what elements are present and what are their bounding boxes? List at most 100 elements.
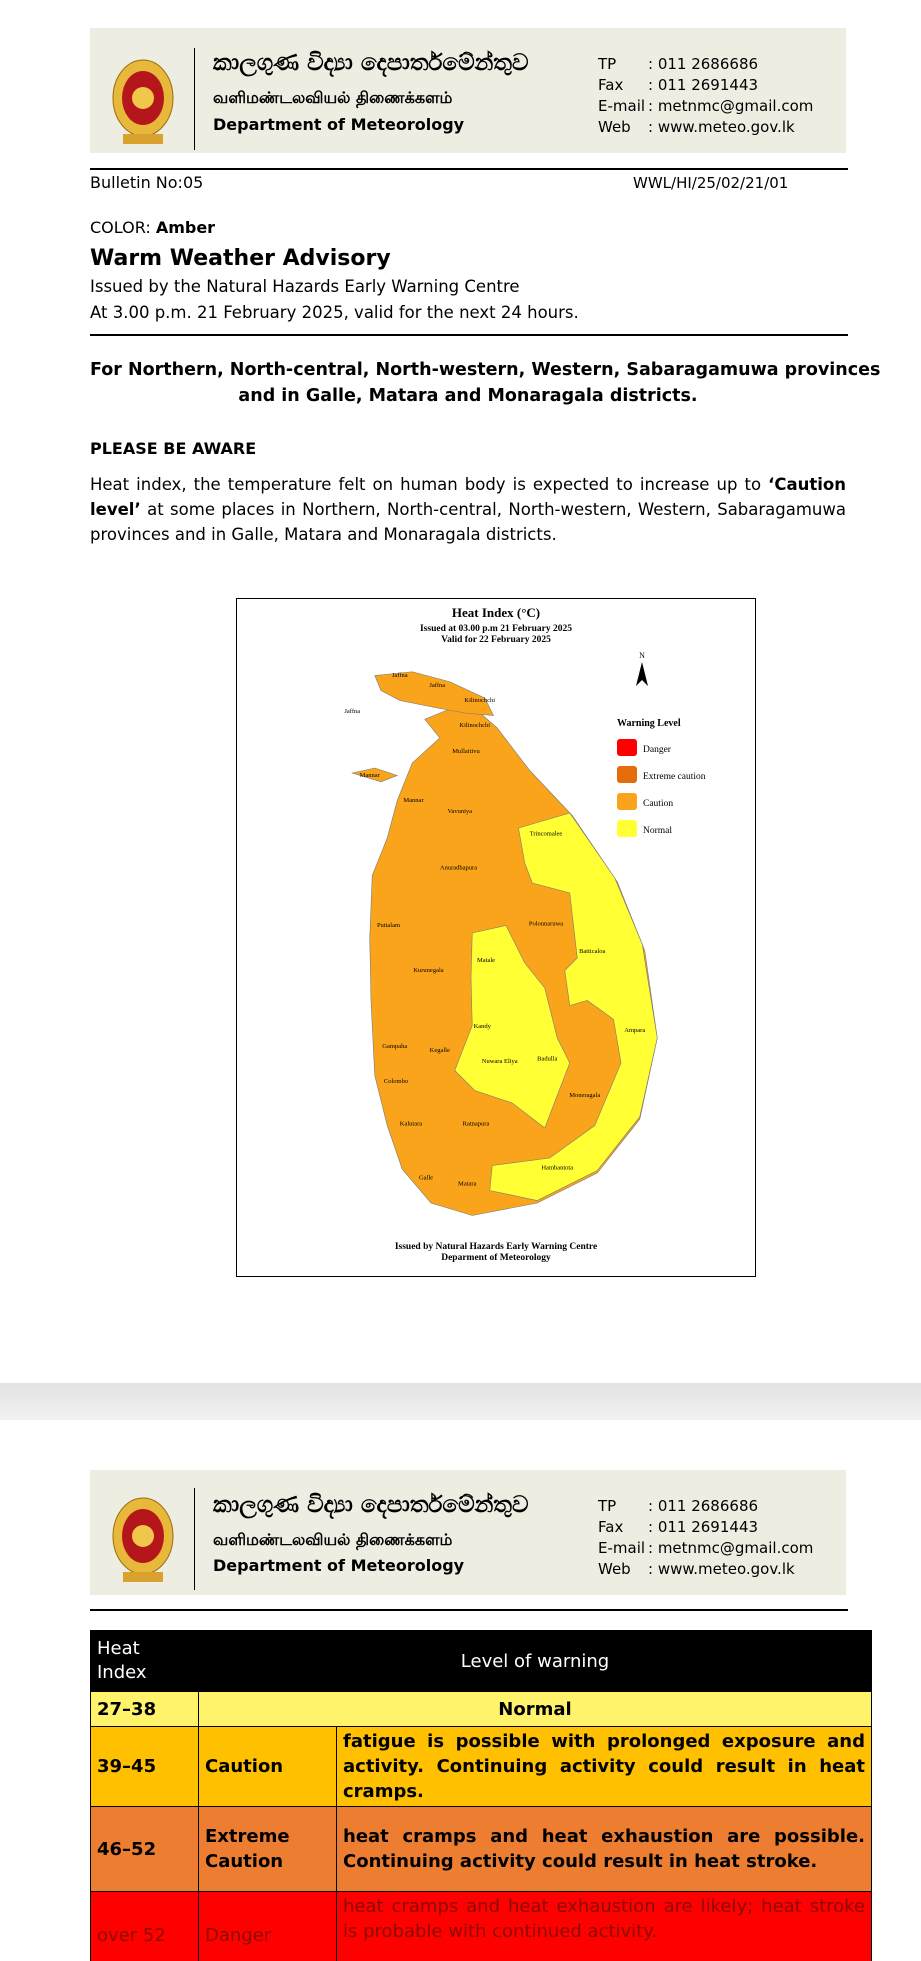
contact-value: : 011 2686686 xyxy=(648,55,759,73)
regions-line: and in Galle, Matara and Monaragala dist… xyxy=(238,386,698,406)
district-label: Vavuniya xyxy=(447,808,472,815)
contact-value: : www.meteo.gov.lk xyxy=(648,118,795,136)
color-line: COLOR: Amber xyxy=(90,218,215,237)
district-label: Jaffna xyxy=(344,708,360,715)
map-footer: Deparment of Meteorology xyxy=(441,1253,551,1263)
map-issued: Issued at 03.00 p.m 21 February 2025 xyxy=(420,624,572,634)
rule xyxy=(90,168,848,170)
legend-label: Danger xyxy=(643,745,672,755)
normal-zone xyxy=(454,925,571,1129)
contact-value: : 011 2691443 xyxy=(648,76,759,94)
contact-label: TP xyxy=(598,1497,617,1515)
map-valid: Valid for 22 February 2025 xyxy=(441,635,551,645)
tamil-title: வளிமண்டலவியல் திணைக்களம் xyxy=(213,1530,453,1549)
legend-title: Warning Level xyxy=(617,718,681,729)
contact-label: E-mail xyxy=(598,1539,646,1557)
row: 39–45 Caution fatigue is possible with p… xyxy=(90,1726,872,1807)
department: Department of Meteorology xyxy=(213,1556,465,1575)
cell: 46–52 xyxy=(90,1806,199,1892)
district-label: Polonnaruwa xyxy=(529,921,563,928)
page-break xyxy=(0,1383,921,1420)
district-label: Kegalle xyxy=(430,1047,450,1054)
cell: 27–38 xyxy=(90,1691,199,1727)
rule xyxy=(90,334,848,336)
district-label: Badulla xyxy=(537,1056,557,1063)
issued-by: Issued by the Natural Hazards Early Warn… xyxy=(90,277,520,296)
regions-line: For Northern, North-central, North-weste… xyxy=(90,360,881,380)
table-header: Heat Index Level of warning xyxy=(90,1630,872,1692)
contact-label: TP xyxy=(598,55,617,73)
header-box xyxy=(90,28,846,153)
row: 27–38 Normal xyxy=(90,1691,872,1727)
row: 46–52 Extreme Caution heat cramps and he… xyxy=(90,1806,872,1892)
district-label: Batticaloa xyxy=(579,948,605,955)
contact-value: : www.meteo.gov.lk xyxy=(648,1560,795,1578)
body-text: Heat index, the temperature felt on huma… xyxy=(90,472,846,547)
normal-zone xyxy=(489,812,658,1201)
legend-swatch xyxy=(617,820,637,837)
legend-label: Extreme caution xyxy=(643,772,706,782)
divider xyxy=(194,48,195,150)
cell: Caution xyxy=(198,1726,337,1807)
contact-value: : metnmc@gmail.com xyxy=(648,1539,814,1557)
color-value: Amber xyxy=(155,218,216,237)
contact-label: E-mail xyxy=(598,97,646,115)
cell: Danger xyxy=(198,1891,337,1961)
contact-label: Web xyxy=(598,118,631,136)
sinhala-title: කාලගුණ විද්‍යා දෙපාර්තමේන්තුව xyxy=(213,50,529,76)
district-label: Jaffna xyxy=(429,682,445,689)
north-arrow xyxy=(636,662,648,686)
body: at some places in Northern, North-centra… xyxy=(90,500,846,544)
district-label: Trincomalee xyxy=(530,831,563,838)
district-label: Kalutara xyxy=(400,1121,422,1128)
district-label: Nuwara Eliya xyxy=(482,1058,518,1065)
district-label: Ratnapura xyxy=(463,1121,490,1128)
sinhala-title: කාලගුණ විද්‍යා දෙපාර්තමේන්තුව xyxy=(213,1492,529,1518)
map-title: Heat Index (°C) xyxy=(452,605,540,620)
legend-label: Caution xyxy=(643,799,673,809)
district-label: Anuradhapura xyxy=(440,864,477,871)
district-label: Puttalam xyxy=(377,922,400,929)
issued-at: At 3.00 p.m. 21 February 2025, valid for… xyxy=(90,303,579,322)
cell: heat cramps and heat exhaustion are poss… xyxy=(336,1806,872,1892)
district-label: Mullaitivu xyxy=(452,748,480,755)
warning-table: Heat Index Level of warning 27–38 Normal… xyxy=(90,1630,872,1961)
district-label: Matale xyxy=(477,957,495,964)
row: over 52 Danger heat cramps and heat exha… xyxy=(90,1891,872,1961)
district-label: Kurunegala xyxy=(413,967,443,974)
heat-index-map: Heat Index (°C) Issued at 03.00 p.m 21 Fe… xyxy=(236,598,756,1277)
cell: heat cramps and heat exhaustion are like… xyxy=(336,1891,872,1961)
legend-label: Normal xyxy=(643,826,672,836)
tamil-title: வளிமண்டலவியல் திணைக்களம் xyxy=(213,88,453,107)
contact-value: : metnmc@gmail.com xyxy=(648,97,814,115)
legend-swatch xyxy=(617,766,637,783)
district-label: Colombo xyxy=(384,1078,408,1085)
emblem xyxy=(112,1497,174,1582)
contact-value: : 011 2691443 xyxy=(648,1518,759,1536)
district-label: Jaffna xyxy=(392,672,408,679)
body: Heat index, the temperature felt on huma… xyxy=(90,475,769,494)
color-label: COLOR: xyxy=(90,218,151,237)
cell: Normal xyxy=(198,1691,872,1727)
contact-label: Web xyxy=(598,1560,631,1578)
district-label: Kilinochchi xyxy=(459,722,490,729)
district-label: Matara xyxy=(458,1181,477,1188)
body-emphasis: ‘Caution level’ xyxy=(90,475,846,519)
department: Department of Meteorology xyxy=(213,115,465,134)
district-label: Gampaha xyxy=(382,1043,407,1050)
district-label: Mannar xyxy=(360,772,381,779)
map-footer: Issued by Natural Hazards Early Warning … xyxy=(395,1242,597,1252)
contact-label: Fax xyxy=(598,1518,624,1536)
legend-swatch xyxy=(617,793,637,810)
district-label: Hambantota xyxy=(541,1164,573,1171)
emblem xyxy=(112,59,174,144)
north-label: N xyxy=(639,651,645,660)
contact-label: Fax xyxy=(598,76,624,94)
header-cell: Heat Index xyxy=(90,1630,199,1692)
header-box xyxy=(90,1470,846,1595)
cell: 39–45 xyxy=(90,1726,199,1807)
island-part xyxy=(351,767,399,783)
cell: fatigue is possible with prolonged expos… xyxy=(336,1726,872,1807)
advisory-title: Warm Weather Advisory xyxy=(90,246,391,271)
